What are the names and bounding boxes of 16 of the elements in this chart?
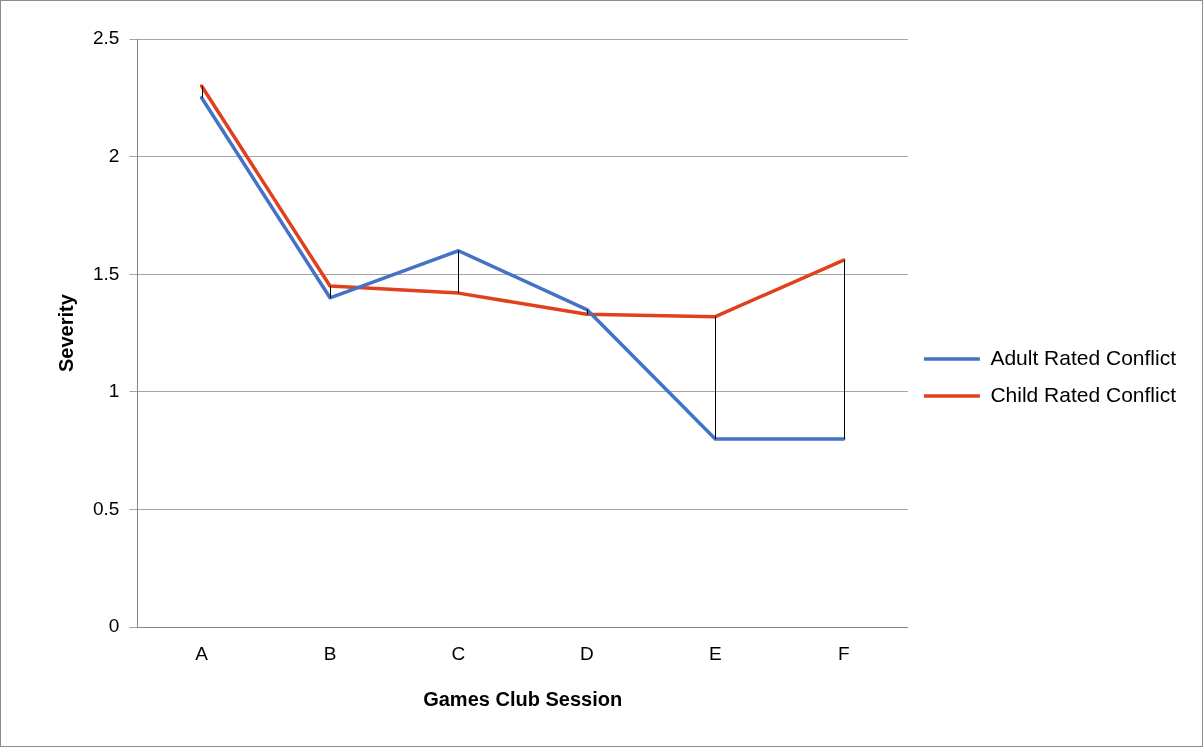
- legend-label: Adult Rated Conflict: [990, 345, 1177, 369]
- x-axis-title: Games Club Session: [423, 687, 623, 710]
- x-tick-label: F: [837, 642, 850, 664]
- y-tick-label: 0.5: [92, 497, 120, 519]
- x-tick-label: B: [323, 642, 337, 664]
- x-tick-label: A: [195, 642, 209, 664]
- x-tick-label: C: [451, 642, 466, 664]
- y-tick-label: 2.5: [92, 27, 120, 49]
- y-tick-label: 1: [108, 380, 120, 402]
- y-axis-title: Severity: [54, 293, 77, 373]
- y-tick-label: 0: [108, 615, 120, 637]
- legend-label: Child Rated Conflict: [990, 382, 1177, 406]
- x-tick-label: E: [708, 642, 722, 664]
- x-tick-label: D: [580, 642, 594, 664]
- y-tick-label: 1.5: [92, 262, 120, 284]
- y-tick-label: 2: [108, 144, 120, 166]
